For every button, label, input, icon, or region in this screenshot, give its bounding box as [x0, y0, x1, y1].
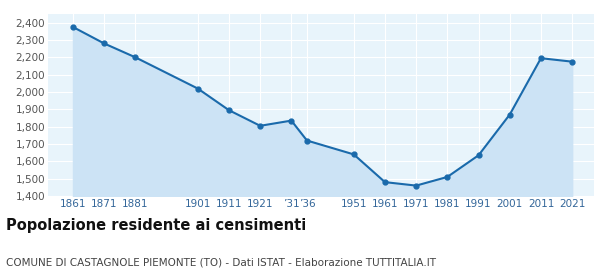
Text: Popolazione residente ai censimenti: Popolazione residente ai censimenti — [6, 218, 306, 234]
Text: COMUNE DI CASTAGNOLE PIEMONTE (TO) - Dati ISTAT - Elaborazione TUTTITALIA.IT: COMUNE DI CASTAGNOLE PIEMONTE (TO) - Dat… — [6, 258, 436, 268]
